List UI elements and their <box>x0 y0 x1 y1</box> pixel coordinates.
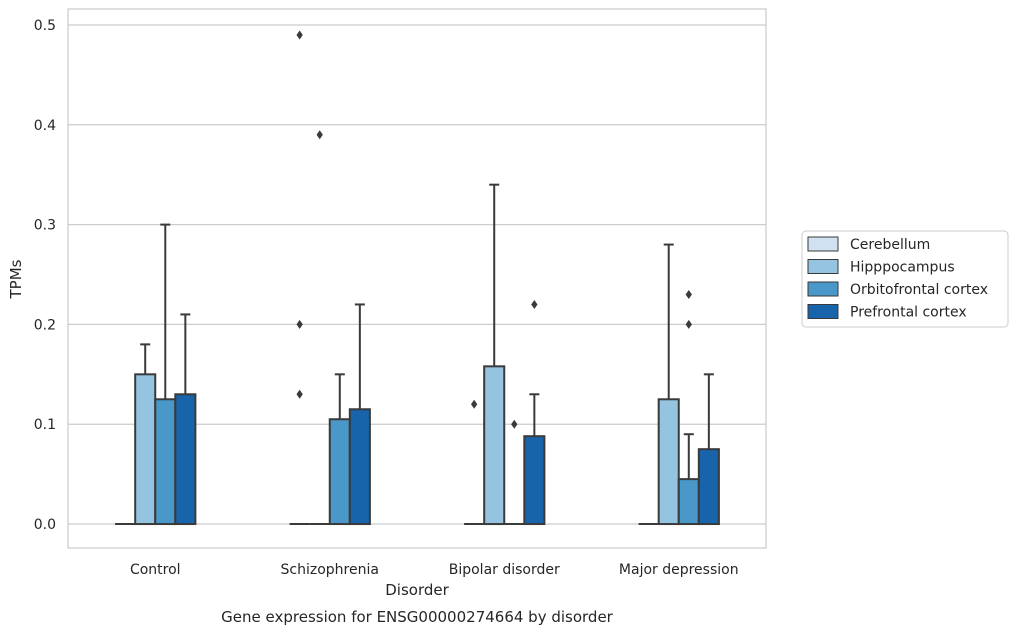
outlier-point <box>511 419 518 429</box>
box-orbitofrontal-cortex <box>504 419 525 526</box>
legend-swatch <box>807 281 839 297</box>
boxes <box>115 30 720 526</box>
legend-swatch <box>807 304 839 319</box>
box-body <box>483 365 506 526</box>
box-body <box>134 373 157 526</box>
box-body <box>174 393 197 526</box>
outlier-point <box>685 289 692 299</box>
legend-swatch <box>807 259 839 274</box>
outlier-point <box>296 389 303 399</box>
box-body <box>657 398 680 526</box>
outlier-point <box>316 130 323 140</box>
x-axis-label: Disorder <box>385 581 449 599</box>
box-hipppocampus <box>657 243 680 526</box>
legend-label: Cerebellum <box>850 237 930 253</box>
legend-label: Orbitofrontal cortex <box>850 282 988 298</box>
y-tick-label: 0.1 <box>34 417 56 433</box>
y-axis-label: TPMs <box>7 259 25 299</box>
legend-frame <box>801 230 1009 328</box>
box-cerebellum <box>464 399 485 526</box>
box-prefrontal-cortex <box>348 303 371 526</box>
box-body <box>677 478 700 526</box>
box-body <box>328 418 351 526</box>
box-hipppocampus <box>483 183 506 526</box>
box-body <box>523 435 546 526</box>
legend: Cerebellum Hipppocampus Orbitofrontal cort… <box>801 230 1009 328</box>
outlier-point <box>296 319 303 329</box>
legend-label: Prefrontal cortex <box>850 305 967 321</box>
box-prefrontal-cortex <box>174 313 197 526</box>
box-hipppocampus <box>309 130 330 526</box>
box-body <box>697 448 720 526</box>
x-tick-label: Major depression <box>619 562 739 578</box>
x-tick-label: Schizophrenia <box>281 562 379 578</box>
y-tick-labels: 0.0 0.1 0.2 0.3 0.4 0.5 <box>34 18 56 533</box>
y-tick-label: 0.0 <box>34 517 56 533</box>
y-tick-label: 0.5 <box>34 18 56 34</box>
x-tick-label: Control <box>130 562 181 578</box>
x-tick-label: Bipolar disorder <box>449 562 560 578</box>
box-body <box>154 398 177 526</box>
box-hipppocampus <box>134 343 157 526</box>
y-tick-label: 0.4 <box>34 118 56 134</box>
plot-frame <box>67 8 767 549</box>
box-prefrontal-cortex <box>697 373 720 526</box>
legend-label: Hipppocampus <box>850 260 955 276</box>
outlier-point <box>531 299 538 309</box>
y-tick-label: 0.2 <box>34 317 56 333</box>
legend-swatch <box>807 236 839 252</box>
y-tick-label: 0.3 <box>34 218 56 234</box>
x-tick-labels: Control Schizophrenia Bipolar disorder Majo… <box>130 562 739 578</box>
box-body <box>348 408 371 526</box>
chart-title: Gene expression for ENSG00000274664 by d… <box>221 608 614 626</box>
box-cerebellum <box>289 30 310 526</box>
outlier-point <box>470 399 478 409</box>
box-prefrontal-cortex <box>523 299 546 526</box>
outlier-point <box>685 319 692 329</box>
outlier-point <box>296 30 303 40</box>
